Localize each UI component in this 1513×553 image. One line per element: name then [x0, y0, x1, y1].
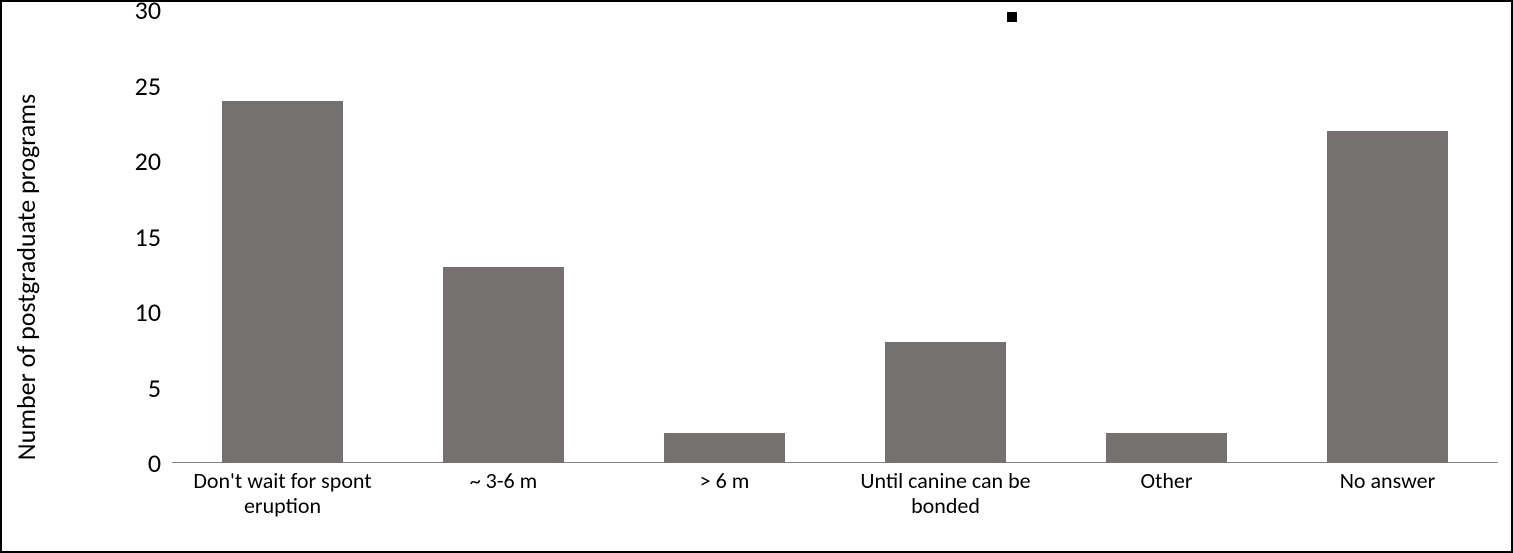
x-tick-label: ~ 3-6 m: [470, 468, 538, 493]
x-tick-label: Other: [1140, 468, 1192, 493]
bar: [664, 433, 786, 463]
y-tick-label: 20: [135, 145, 167, 177]
x-tick-label: Don't wait for spont eruption: [193, 468, 371, 519]
plot-area: Don't wait for spont eruption~ 3-6 m> 6 …: [172, 10, 1498, 463]
y-axis-label: Number of postgraduate programs: [10, 93, 42, 459]
bar: [1327, 131, 1449, 463]
bar: [443, 267, 565, 463]
y-tick-label: 5: [148, 372, 167, 404]
legend-marker: [1007, 12, 1017, 22]
bar: [885, 342, 1007, 463]
y-tick-label: 25: [135, 70, 167, 102]
y-tick-label: 10: [135, 296, 167, 328]
x-tick-label: Until canine can be bonded: [860, 468, 1030, 519]
x-axis-baseline: [172, 462, 1498, 463]
x-tick-label: > 6 m: [700, 468, 750, 493]
x-tick-label: No answer: [1340, 468, 1436, 493]
bar: [1106, 433, 1228, 463]
y-axis-label-container: Number of postgraduate programs: [6, 2, 46, 551]
plot-region: 051015202530 Don't wait for spont erupti…: [67, 10, 1503, 543]
bar: [222, 101, 344, 463]
y-tick-label: 15: [135, 221, 167, 253]
y-tick-label: 30: [135, 0, 167, 26]
y-tick-label: 0: [148, 447, 167, 479]
chart-frame: Number of postgraduate programs 0 5 10 15 20…: [0, 0, 1513, 553]
